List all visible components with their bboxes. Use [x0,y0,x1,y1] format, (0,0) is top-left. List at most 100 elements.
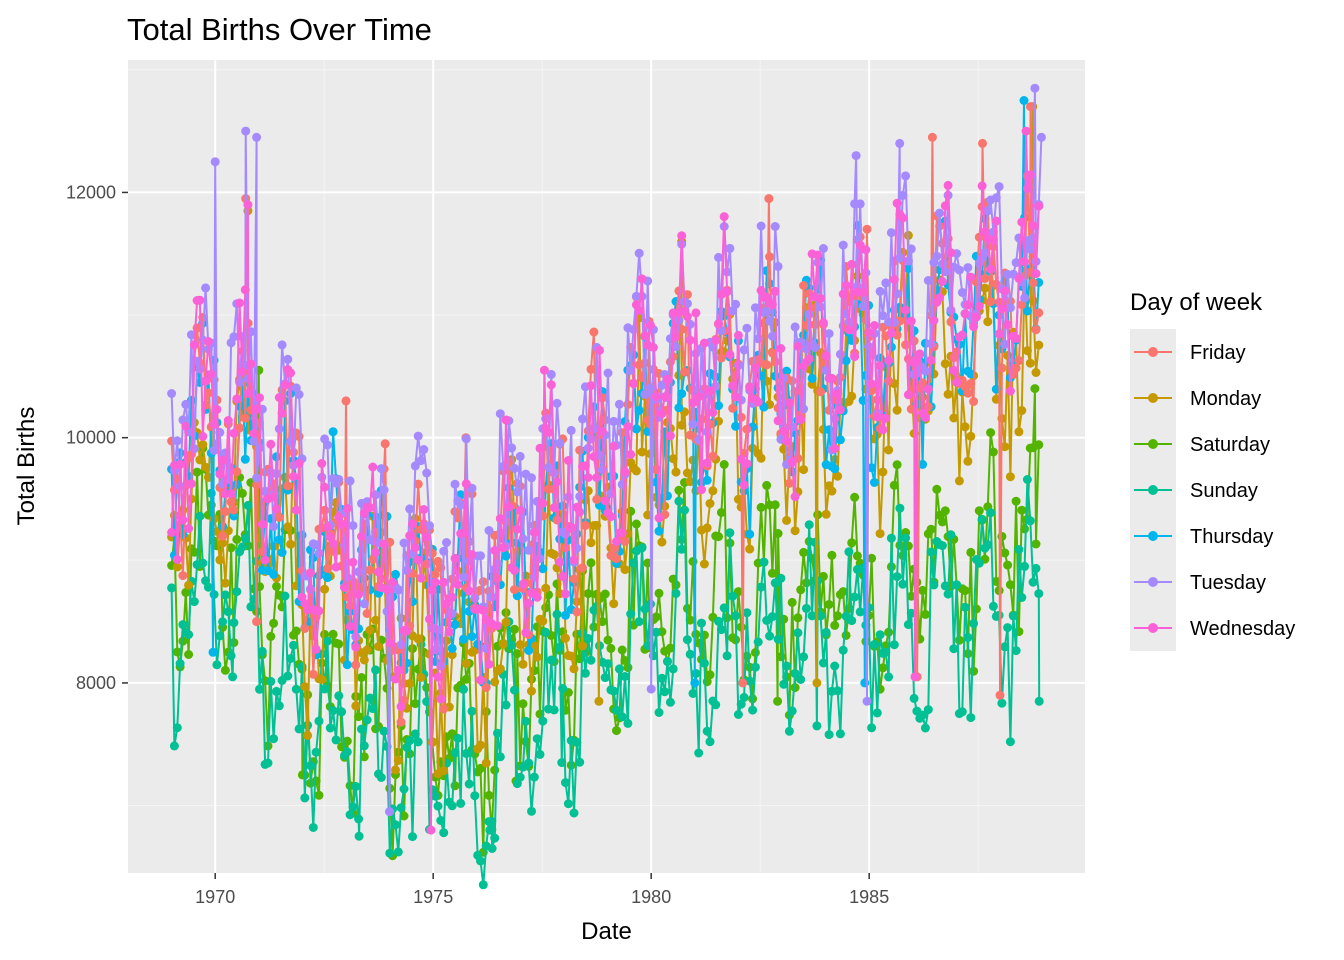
data-point [773,261,783,271]
data-point [796,675,806,684]
data-point [385,807,395,817]
data-point [733,330,743,340]
data-point [702,523,712,533]
data-point [535,749,545,759]
data-point [674,496,684,506]
data-point [963,456,973,466]
data-point [490,677,500,687]
data-point [940,359,950,369]
data-point [927,132,937,142]
data-point [555,438,565,448]
data-point [198,558,208,568]
data-point [612,705,621,715]
data-point [804,520,814,530]
data-point [935,293,945,303]
data-point [668,454,678,464]
data-point [521,628,531,638]
data-point [767,568,777,578]
legend-key-point [1148,623,1158,633]
data-point [966,379,976,388]
data-point [869,640,879,649]
data-point [869,321,879,330]
data-point [850,352,860,362]
data-point [714,252,723,262]
data-point [677,389,687,399]
data-point [447,801,457,811]
legend-key-point [1148,531,1158,541]
data-point [195,295,205,305]
data-point [940,581,950,591]
data-point [354,814,364,824]
data-point [413,431,423,441]
data-point [764,194,774,204]
data-point [991,576,1001,586]
data-point [830,661,840,671]
data-point [606,643,616,653]
data-point [269,492,279,502]
data-point [546,655,556,665]
data-point [986,508,996,518]
data-point [838,645,848,655]
data-point [898,579,908,589]
data-point [725,243,735,253]
data-point [422,468,432,478]
data-point [830,443,840,453]
data-point [589,327,599,337]
data-point [1011,646,1021,656]
data-point [688,419,698,429]
data-point [867,379,877,389]
data-point [793,613,803,623]
data-point [835,349,845,359]
data-point [1014,427,1024,437]
data-point [167,389,177,398]
data-point [705,670,715,680]
data-point [889,640,899,650]
data-point [671,588,681,598]
data-point [357,724,366,734]
data-point [867,553,877,563]
data-point [1011,333,1021,343]
data-point [691,669,701,678]
data-point [923,384,933,394]
data-point [867,463,877,473]
data-point [186,479,196,489]
data-point [603,368,613,378]
data-point [898,213,908,223]
data-point [515,640,525,650]
data-point [266,439,276,449]
data-point [218,617,228,627]
data-point [997,304,1007,314]
data-point [986,297,996,307]
data-point [393,585,403,595]
data-point [220,578,230,588]
data-point [461,479,471,489]
data-point [716,625,726,635]
data-point [226,651,236,661]
data-point [609,416,619,426]
data-point [237,367,247,377]
data-point [323,636,332,646]
data-point [283,522,293,532]
data-point [793,628,803,638]
data-point [617,528,627,538]
data-point [226,497,236,507]
data-point [745,544,755,554]
data-point [323,564,332,573]
data-point [691,308,701,318]
data-point [898,190,908,200]
data-point [203,337,213,346]
data-point [841,356,851,366]
data-point [314,548,324,558]
data-point [787,376,797,386]
data-point [393,665,403,675]
data-point [818,318,828,328]
data-point [881,413,891,423]
data-point [784,478,794,488]
data-point [510,463,519,473]
data-point [215,469,225,479]
data-point [966,431,976,441]
data-point [609,599,619,609]
data-point [767,331,777,341]
data-point [286,539,296,549]
